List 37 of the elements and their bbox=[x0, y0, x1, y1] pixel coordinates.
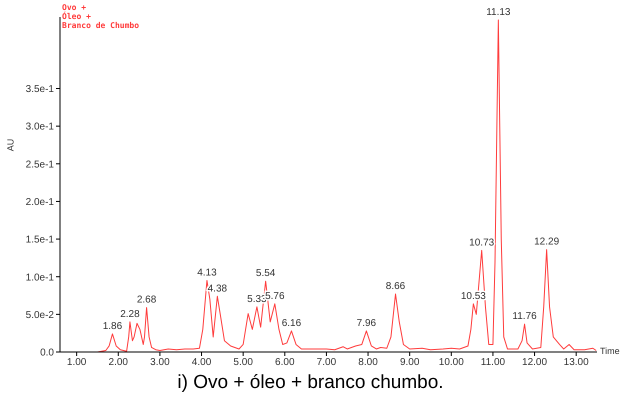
annotation: 7.96 bbox=[356, 318, 377, 329]
x-tick-label: 7.00 bbox=[316, 357, 337, 368]
annotation: 10.73 bbox=[469, 237, 495, 248]
annotation: 12.29 bbox=[534, 236, 560, 248]
x-tick-label: 6.00 bbox=[275, 357, 295, 368]
x-tick-label: 12.00 bbox=[522, 357, 548, 368]
y-tick-label: 1.5e-1 bbox=[26, 234, 54, 246]
x-tick-label: 5.00 bbox=[233, 357, 254, 368]
x-tick-label: 3.00 bbox=[150, 357, 170, 368]
y-tick-label: 2.5e-1 bbox=[26, 159, 54, 170]
x-tick-label: 8.00 bbox=[358, 357, 378, 368]
y-tick-label: 3.0e-1 bbox=[26, 122, 54, 133]
x-tick-label: 4.00 bbox=[192, 357, 212, 368]
x-axis-title: Time bbox=[600, 346, 620, 356]
x-tick-label: 10.00 bbox=[438, 357, 464, 368]
annotation: 11.76 bbox=[512, 311, 538, 322]
y-tick-label: 0.0 bbox=[40, 348, 54, 359]
x-tick-label: 1.00 bbox=[66, 357, 87, 368]
x-tick-label: 2.00 bbox=[108, 357, 128, 368]
x-tick-label: 11.00 bbox=[480, 357, 506, 368]
y-tick-label: 5.0e-2 bbox=[26, 310, 54, 321]
annotation: 4.13 bbox=[197, 267, 218, 278]
annotation: 2.28 bbox=[120, 308, 140, 320]
annotation: 6.16 bbox=[282, 318, 302, 329]
text: i) Ovo + óleo + branco chumbo. bbox=[176, 372, 445, 394]
y-axis-title: AU bbox=[5, 138, 16, 152]
x-tick-label: 13.00 bbox=[564, 357, 590, 368]
annotation: 2.68 bbox=[136, 294, 157, 306]
annotation: 8.66 bbox=[386, 281, 406, 292]
y-tick-label: 1.0e-1 bbox=[26, 272, 54, 284]
text: Ovo + Óleo + Branco de Chumbo bbox=[62, 3, 140, 30]
annotation: 5.54 bbox=[256, 268, 276, 280]
y-tick-label: 3.5e-1 bbox=[26, 84, 54, 96]
x-tick-label: 9.00 bbox=[400, 357, 420, 368]
annotation: 1.86 bbox=[102, 320, 123, 332]
y-tick-label: 2.0e-1 bbox=[26, 196, 54, 208]
annotation: 11.13 bbox=[486, 7, 511, 18]
